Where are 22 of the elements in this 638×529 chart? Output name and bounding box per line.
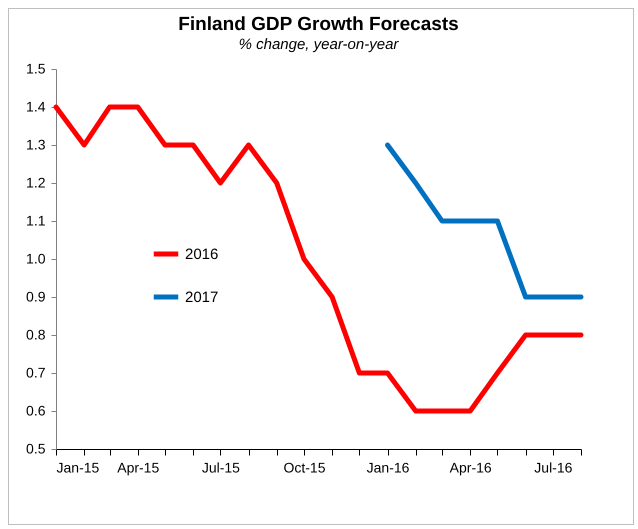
y-tick-label: 1.4 bbox=[26, 98, 46, 114]
y-tick-label: 1.3 bbox=[26, 136, 46, 152]
chart-title: Finland GDP Growth Forecasts bbox=[178, 14, 459, 35]
legend-label: 2016 bbox=[185, 246, 218, 263]
y-tick-label: 0.8 bbox=[26, 326, 46, 342]
x-tick-label: Jul-16 bbox=[534, 460, 573, 476]
x-tick-label: Apr-15 bbox=[117, 460, 160, 476]
x-tick-label: Apr-16 bbox=[450, 460, 492, 476]
x-tick-label: Oct-15 bbox=[283, 460, 326, 476]
x-tick-label: Jul-15 bbox=[202, 460, 240, 476]
y-tick-label: 0.6 bbox=[26, 402, 46, 418]
x-tick-label: Jan-16 bbox=[366, 460, 410, 476]
y-tick-label: 1.2 bbox=[26, 174, 46, 190]
y-tick-label: 0.5 bbox=[26, 440, 46, 456]
y-tick-label: 0.7 bbox=[26, 364, 46, 380]
y-tick-label: 0.9 bbox=[26, 288, 46, 304]
y-tick-label: 1.1 bbox=[26, 212, 46, 228]
legend-label: 2017 bbox=[185, 289, 218, 306]
y-tick-label: 1.5 bbox=[26, 60, 46, 76]
y-tick-label: 1.0 bbox=[26, 250, 46, 266]
x-tick-label: Jan-15 bbox=[56, 460, 100, 476]
chart-subtitle: % change, year-on-year bbox=[238, 36, 400, 53]
